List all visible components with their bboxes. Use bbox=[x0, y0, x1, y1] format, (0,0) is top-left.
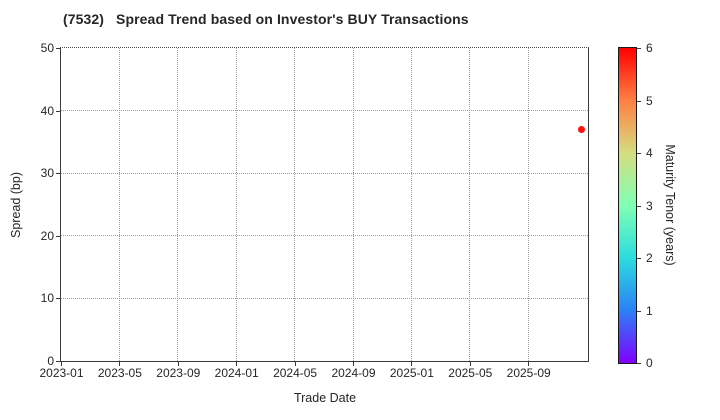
y-tick bbox=[56, 298, 60, 300]
colorbar-tick-label: 4 bbox=[646, 146, 653, 160]
y-tick bbox=[56, 173, 60, 175]
x-tick-label: 2025-05 bbox=[448, 366, 493, 380]
colorbar-tick-label: 0 bbox=[646, 356, 653, 370]
x-tick-label: 2025-01 bbox=[389, 366, 434, 380]
colorbar-tick bbox=[637, 205, 641, 207]
x-tick-label: 2024-09 bbox=[331, 366, 376, 380]
x-gridline bbox=[118, 48, 120, 361]
y-tick-label: 0 bbox=[47, 354, 54, 368]
chart-title: (7532) Spread Trend based on Investor's … bbox=[63, 11, 469, 27]
x-tick bbox=[236, 362, 238, 366]
y-tick bbox=[56, 361, 60, 362]
y-gridline bbox=[61, 172, 588, 174]
colorbar-tick bbox=[637, 100, 641, 102]
x-tick bbox=[177, 362, 179, 366]
x-tick bbox=[61, 362, 62, 366]
y-tick-label: 40 bbox=[40, 103, 54, 118]
x-tick bbox=[469, 362, 471, 366]
colorbar-tick-label: 1 bbox=[646, 303, 653, 318]
y-tick-label: 30 bbox=[40, 166, 54, 181]
colorbar-tick bbox=[637, 310, 641, 312]
x-gridline bbox=[294, 48, 296, 361]
colorbar-tick bbox=[637, 258, 641, 259]
colorbar-tick bbox=[637, 153, 641, 154]
x-tick bbox=[353, 362, 354, 366]
x-gridline bbox=[352, 48, 354, 361]
data-point bbox=[577, 125, 585, 133]
colorbar-tick-label: 2 bbox=[646, 251, 653, 265]
x-gridline bbox=[410, 48, 412, 361]
y-tick-label: 10 bbox=[40, 291, 54, 306]
x-tick-label: 2023-09 bbox=[156, 366, 201, 380]
x-axis-label: Trade Date bbox=[293, 391, 357, 405]
x-tick-label: 2024-05 bbox=[273, 366, 318, 380]
x-gridline bbox=[177, 48, 179, 361]
colorbar-tick-label: 6 bbox=[646, 41, 653, 55]
colorbar-tick-label: 5 bbox=[646, 93, 653, 108]
x-tick-label: 2023-05 bbox=[97, 366, 142, 380]
colorbar-gradient bbox=[618, 47, 637, 364]
x-gridline bbox=[235, 48, 237, 361]
y-tick bbox=[56, 235, 60, 237]
x-tick-label: 2023-01 bbox=[39, 366, 84, 380]
y-tick bbox=[56, 48, 60, 49]
y-tick-label: 50 bbox=[40, 41, 54, 55]
colorbar-tick-label: 3 bbox=[646, 198, 653, 213]
x-tick bbox=[411, 362, 413, 366]
colorbar-tick bbox=[637, 363, 641, 364]
y-gridline bbox=[61, 235, 588, 237]
x-gridline bbox=[527, 48, 529, 361]
y-tick bbox=[56, 110, 60, 112]
y-gridline bbox=[61, 297, 588, 299]
colorbar-label: Maturity Tenor (years) bbox=[663, 144, 677, 266]
x-tick-label: 2025-09 bbox=[506, 366, 551, 380]
y-tick-label: 20 bbox=[40, 228, 54, 243]
y-gridline bbox=[61, 110, 588, 112]
x-tick bbox=[528, 362, 530, 366]
x-tick bbox=[294, 362, 296, 366]
x-tick-label: 2024-01 bbox=[214, 366, 259, 380]
x-tick bbox=[119, 362, 121, 366]
x-gridline bbox=[469, 48, 471, 361]
plot-area bbox=[60, 47, 589, 362]
colorbar-tick bbox=[637, 48, 641, 49]
